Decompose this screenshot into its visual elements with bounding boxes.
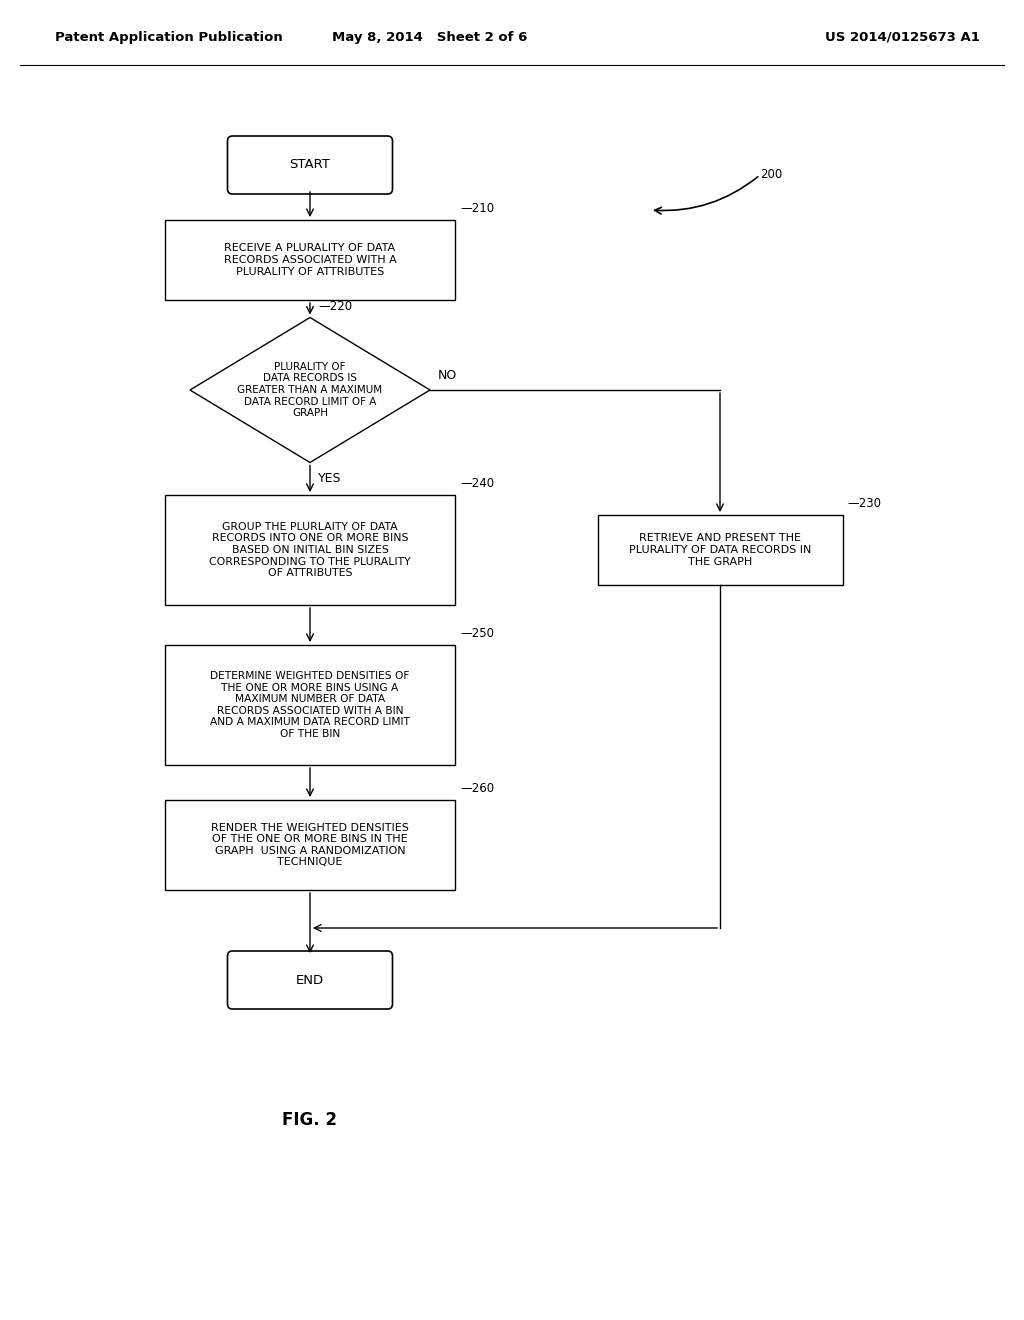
Text: Patent Application Publication: Patent Application Publication — [55, 30, 283, 44]
Text: YES: YES — [318, 473, 341, 486]
Text: —260: —260 — [460, 781, 495, 795]
Bar — [165, 220, 455, 300]
Text: —240: —240 — [460, 477, 495, 490]
Text: US 2014/0125673 A1: US 2014/0125673 A1 — [825, 30, 980, 44]
Text: FIG. 2: FIG. 2 — [283, 1111, 338, 1129]
Text: PLURALITY OF
DATA RECORDS IS
GREATER THAN A MAXIMUM
DATA RECORD LIMIT OF A
GRAPH: PLURALITY OF DATA RECORDS IS GREATER THA… — [238, 362, 383, 418]
Text: END: END — [296, 974, 324, 986]
Polygon shape — [190, 318, 430, 462]
Text: May 8, 2014   Sheet 2 of 6: May 8, 2014 Sheet 2 of 6 — [333, 30, 527, 44]
Bar — [597, 515, 843, 585]
Text: GROUP THE PLURLAITY OF DATA
RECORDS INTO ONE OR MORE BINS
BASED ON INITIAL BIN S: GROUP THE PLURLAITY OF DATA RECORDS INTO… — [209, 521, 411, 578]
Bar — [165, 495, 455, 605]
FancyBboxPatch shape — [227, 950, 392, 1008]
FancyBboxPatch shape — [227, 136, 392, 194]
Text: 200: 200 — [760, 169, 782, 181]
Text: START: START — [290, 158, 331, 172]
Text: RECEIVE A PLURALITY OF DATA
RECORDS ASSOCIATED WITH A
PLURALITY OF ATTRIBUTES: RECEIVE A PLURALITY OF DATA RECORDS ASSO… — [223, 243, 396, 277]
Text: NO: NO — [438, 370, 458, 381]
Text: —220: —220 — [318, 300, 352, 313]
Text: RETRIEVE AND PRESENT THE
PLURALITY OF DATA RECORDS IN
THE GRAPH: RETRIEVE AND PRESENT THE PLURALITY OF DA… — [629, 533, 811, 566]
Bar — [165, 645, 455, 766]
Text: —250: —250 — [460, 627, 494, 640]
Bar — [165, 800, 455, 890]
Text: —210: —210 — [460, 202, 495, 215]
Text: RENDER THE WEIGHTED DENSITIES
OF THE ONE OR MORE BINS IN THE
GRAPH  USING A RAND: RENDER THE WEIGHTED DENSITIES OF THE ONE… — [211, 822, 409, 867]
Text: —230: —230 — [848, 498, 882, 510]
Text: DETERMINE WEIGHTED DENSITIES OF
THE ONE OR MORE BINS USING A
MAXIMUM NUMBER OF D: DETERMINE WEIGHTED DENSITIES OF THE ONE … — [210, 671, 410, 739]
